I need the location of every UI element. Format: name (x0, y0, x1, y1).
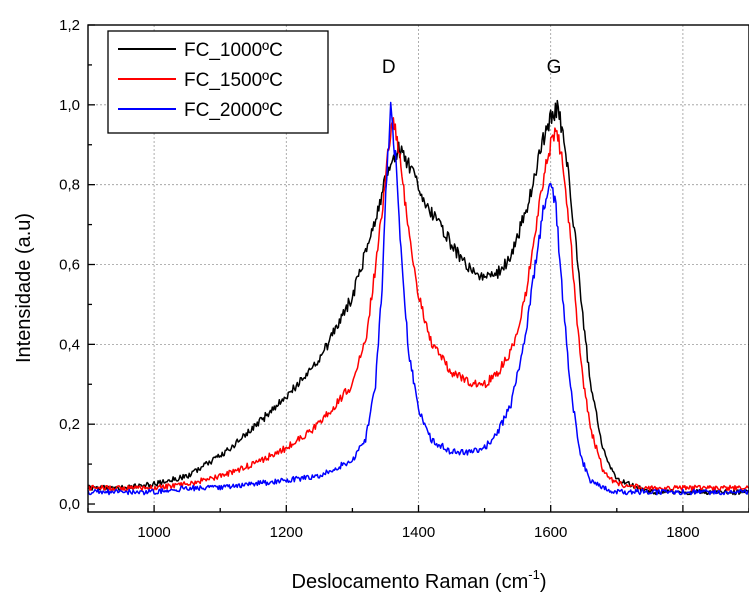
legend-label: FC_1000ºC (184, 40, 283, 61)
x-tick-label: 1600 (534, 524, 567, 541)
x-axis-title-sup: -1 (528, 567, 540, 582)
x-tick-label: 1200 (270, 524, 303, 541)
tick-labels: 1000 1200 1400 1600 1800 0,0 0,2 0,4 0,6 0,8 1,0 1,… (59, 17, 699, 541)
x-tick-label: 1400 (402, 524, 435, 541)
y-tick-label: 0,4 (59, 336, 80, 353)
series-layer (87, 99, 749, 496)
y-tick-label: 0,8 (59, 177, 80, 194)
x-axis-title: Deslocamento Raman (cm-1) (292, 567, 547, 593)
y-tick-label: 0,0 (59, 496, 80, 513)
legend-label: FC_2000ºC (184, 100, 283, 121)
y-tick-label: 1,0 (59, 97, 80, 114)
series-line-2 (87, 117, 749, 492)
y-axis-title: Intensidade (a.u) (13, 213, 35, 363)
axis-ticks (87, 24, 749, 512)
legend-label: FC_1500ºC (184, 70, 283, 91)
y-tick-label: 0,6 (59, 257, 80, 274)
peak-label: G (547, 57, 562, 78)
series-line-3 (87, 101, 749, 496)
y-tick-label: 1,2 (59, 17, 80, 34)
x-axis-title-suffix: ) (540, 571, 547, 593)
x-tick-label: 1800 (666, 524, 699, 541)
x-axis-title-main: Deslocamento Raman (cm (292, 571, 529, 593)
peak-label: D (382, 57, 396, 78)
x-tick-label: 1000 (137, 524, 170, 541)
y-tick-label: 0,2 (59, 416, 80, 433)
legend: FC_1000ºC FC_1500ºC FC_2000ºC (107, 30, 329, 134)
